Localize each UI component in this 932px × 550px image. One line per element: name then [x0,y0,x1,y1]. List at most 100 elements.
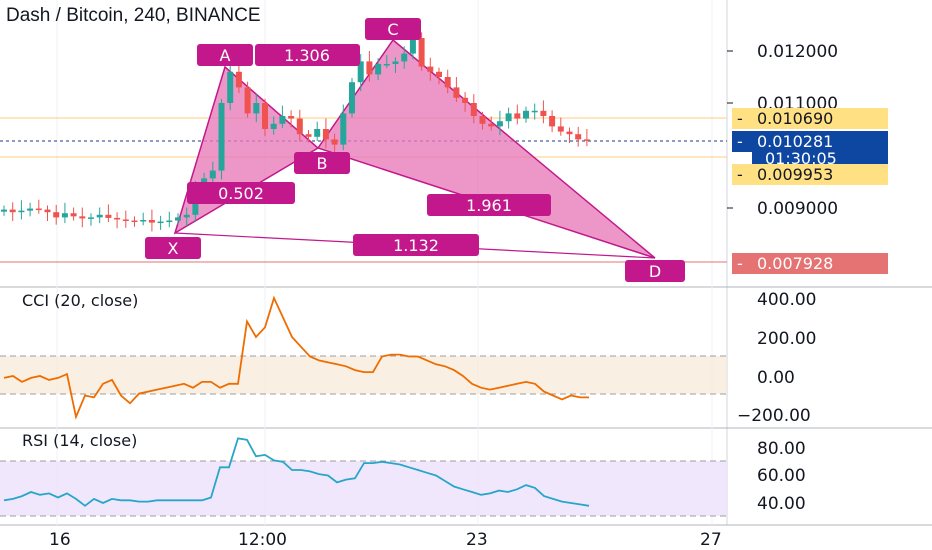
cci-line [3,295,589,420]
candle-body [235,71,242,88]
candle-body [9,209,16,213]
badge-d-level-bg [732,253,888,274]
cci-tick: −200.00 [737,406,811,426]
price-tick: 0.009000 [757,199,838,219]
candle-body [549,116,556,127]
label-ab-box [255,44,360,66]
cci-tick: 200.00 [757,329,816,349]
candle-body [583,139,590,141]
label-c: C [387,20,398,39]
candle-body [505,113,512,122]
candle-body [575,134,582,140]
badge-upper-dash: - [737,109,743,128]
label-bd-box [427,194,551,216]
candle-body [444,77,451,88]
pattern-labels: A 1.306 C B 0.502 1.961 X 1.132 D [145,18,685,282]
candle-body [262,103,268,129]
candle-body [392,61,399,64]
time-axis[interactable]: 16 12:00 23 27 [49,530,722,550]
candle-body [479,116,486,124]
candle-body [453,87,460,98]
candle-body [244,87,251,114]
candle-body [114,217,121,220]
candle-body [322,129,329,140]
candle-body [122,219,129,221]
label-x-box [145,237,201,259]
candle-body [531,110,538,113]
candle-body [209,170,216,179]
candle-body [436,71,442,77]
badge-lower-dash: - [737,165,743,184]
candle-body [340,113,347,145]
candle-body [305,134,312,137]
rsi-pane[interactable]: RSI (14, close) 80.00 60.00 40.00 [0,431,806,517]
label-xb-box [187,182,295,204]
candle-body [175,217,181,221]
time-label: 23 [466,530,488,550]
candle-body [314,129,321,137]
badge-upper: 0.010690 [757,109,833,128]
harmonic-pattern[interactable] [173,38,656,259]
candle-body [148,220,155,223]
candle-body [488,123,495,127]
rsi-line [3,437,590,507]
candle-body [105,214,112,218]
badge-current: 0.010281 [757,132,833,151]
candle-body [357,61,364,83]
badge-d-level-dash: - [737,254,743,273]
candle-body [279,116,286,124]
candle-body [157,221,164,224]
candle-body [96,214,103,218]
ratio-bd: 1.961 [466,196,512,215]
rsi-tick: 60.00 [757,466,806,486]
badge-current-dash: - [737,132,743,151]
ratio-ab: 1.306 [284,46,330,65]
badge-d-level: 0.007928 [757,254,833,273]
price-axis[interactable]: 0.012000 0.011000 0.009000 0.010690 - 0.… [727,42,888,274]
candle-body [53,212,60,218]
time-label: 16 [49,530,71,550]
candle-body [166,220,173,223]
candle-body [27,208,34,211]
label-b-box [294,152,350,174]
candle-body [540,110,547,116]
candle-body [70,213,77,217]
rsi-band [0,461,727,516]
candle-body [557,126,564,132]
candle-body [418,38,425,67]
rsi-title: RSI (14, close) [22,431,137,450]
time-label: 12:00 [238,530,287,550]
candle-body [383,64,390,66]
candle-body [227,71,234,103]
candles [1,27,590,232]
badge-upper-bg [732,108,888,129]
candle-body [44,209,51,213]
chart-title: Dash / Bitcoin, 240, BINANCE [6,5,261,26]
badge-current-bg [732,131,888,152]
candle-body [470,103,477,116]
candle-body [375,64,382,75]
ratio-xb: 0.502 [218,184,264,203]
cci-tick: 400.00 [757,290,816,310]
badge-countdown: 01:30:05 [765,149,837,168]
candle-body [18,210,25,213]
label-c-box [365,18,421,40]
label-d: D [649,262,661,281]
candle-body [514,113,521,119]
candle-body [523,110,529,119]
candle-body [366,61,373,75]
cci-band [0,356,727,394]
candle-body [401,53,408,62]
candle-body [296,118,303,135]
cci-tick: 0.00 [757,368,795,388]
cci-pane[interactable]: CCI (20, close) 400.00 200.00 0.00 −200.… [0,290,816,426]
candle-body [218,103,225,171]
label-a: A [220,46,231,65]
rsi-tick: 80.00 [757,439,806,459]
cci-title: CCI (20, close) [22,291,138,310]
candle-body [270,123,277,129]
label-b: B [317,154,328,173]
candle-body [140,220,147,222]
